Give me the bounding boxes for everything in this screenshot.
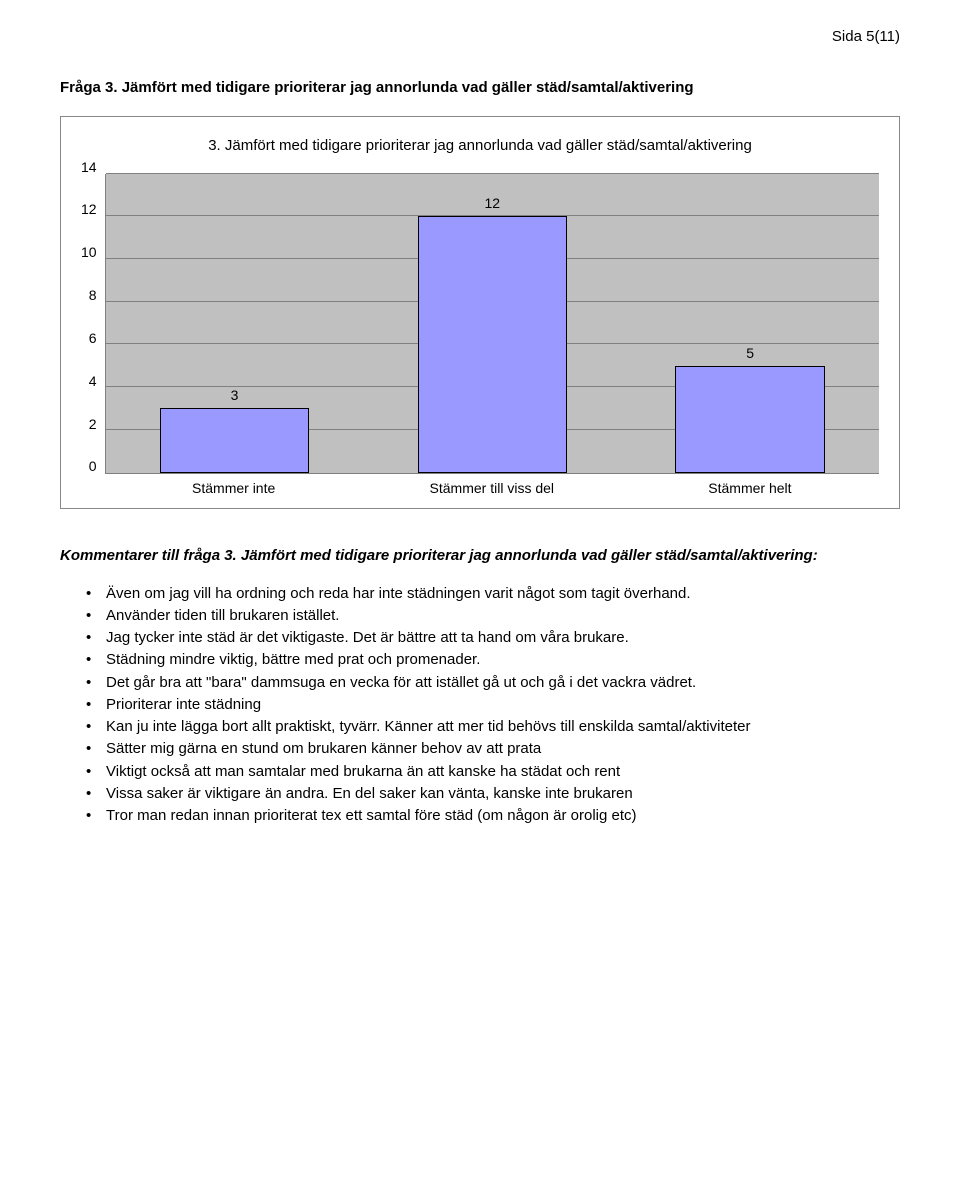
question-text: Jämfört med tidigare prioriterar jag ann… (122, 79, 694, 96)
chart-bars: 3 12 5 (106, 174, 879, 473)
comment-item: Det går bra att "bara" dammsuga en vecka… (86, 673, 900, 693)
comment-item: Viktigt också att man samtalar med bruka… (86, 762, 900, 782)
y-tick-label: 14 (81, 159, 97, 175)
bar-value-label: 3 (161, 387, 309, 403)
x-axis: Stämmer inteStämmer till viss delStämmer… (105, 480, 879, 496)
comment-item: Använder tiden till brukaren istället. (86, 606, 900, 626)
comment-item: Prioriterar inte städning (86, 695, 900, 715)
y-tick-label: 12 (81, 201, 97, 217)
bar-chart: 14121086420 3125 Stämmer inteStämmer til… (81, 174, 879, 496)
comment-item: Sätter mig gärna en stund om brukaren kä… (86, 739, 900, 759)
comment-item: Även om jag vill ha ordning och reda har… (86, 584, 900, 604)
y-tick-label: 0 (89, 458, 97, 474)
comments-list: Även om jag vill ha ordning och reda har… (60, 584, 900, 827)
y-tick-label: 4 (89, 373, 97, 389)
comment-item: Städning mindre viktig, bättre med prat … (86, 650, 900, 670)
y-tick-label: 2 (89, 416, 97, 432)
y-tick-label: 8 (89, 287, 97, 303)
y-tick-label: 10 (81, 244, 97, 260)
x-tick-label: Stämmer inte (105, 480, 363, 496)
chart-bar: 5 (675, 366, 825, 473)
comment-item: Kan ju inte lägga bort allt praktiskt, t… (86, 717, 900, 737)
x-tick-label: Stämmer till viss del (363, 480, 621, 496)
chart-title: 3. Jämfört med tidigare prioriterar jag … (81, 135, 879, 158)
page-number: Sida 5(11) (60, 28, 900, 45)
chart-plot-area: 3 12 5 (105, 174, 879, 474)
chart-bar: 12 (418, 216, 568, 472)
y-tick-label: 6 (89, 330, 97, 346)
comment-item: Tror man redan innan prioriterat tex ett… (86, 806, 900, 826)
y-axis: 14121086420 (81, 174, 105, 474)
comment-item: Vissa saker är viktigare än andra. En de… (86, 784, 900, 804)
comments-heading: Kommentarer till fråga 3. Jämfört med ti… (60, 545, 900, 566)
chart-container: 3. Jämfört med tidigare prioriterar jag … (60, 116, 900, 509)
question-number: Fråga 3. (60, 79, 118, 96)
question-heading: Fråga 3. Jämfört med tidigare prioritera… (60, 77, 900, 98)
comment-item: Jag tycker inte städ är det viktigaste. … (86, 628, 900, 648)
chart-bar: 3 (160, 408, 310, 472)
bar-value-label: 12 (419, 195, 567, 211)
x-tick-label: Stämmer helt (621, 480, 879, 496)
bar-value-label: 5 (676, 345, 824, 361)
